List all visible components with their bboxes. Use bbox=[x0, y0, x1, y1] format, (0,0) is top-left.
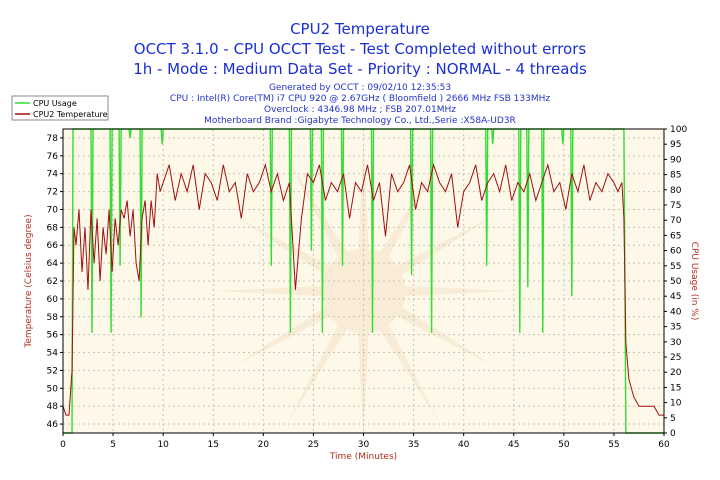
y2-tick-label: 80 bbox=[670, 186, 682, 196]
x-tick-label: 60 bbox=[658, 440, 670, 450]
y-tick-label: 68 bbox=[47, 223, 59, 233]
y2-tick-label: 25 bbox=[670, 353, 681, 363]
y2-tick-label: 95 bbox=[670, 140, 681, 150]
y-tick-label: 60 bbox=[47, 295, 59, 305]
x-axis-label: Time (Minutes) bbox=[329, 452, 397, 462]
x-tick-label: 0 bbox=[60, 440, 66, 450]
x-tick-label: 55 bbox=[608, 440, 619, 450]
watermark-ray bbox=[288, 322, 349, 421]
motherboard-info: Motherboard Brand :Gigabyte Technology C… bbox=[204, 116, 516, 126]
y2-tick-label: 85 bbox=[670, 171, 681, 181]
legend-box bbox=[11, 95, 109, 121]
y2-tick-label: 40 bbox=[670, 307, 682, 317]
y-tick-label: 50 bbox=[47, 384, 59, 394]
x-tick-label: 50 bbox=[558, 440, 570, 450]
y-tick-label: 78 bbox=[47, 134, 59, 144]
cpu-info: CPU : Intel(R) Core(TM) i7 CPU 920 @ 2.6… bbox=[169, 94, 551, 104]
y2-tick-label: 60 bbox=[670, 247, 682, 257]
test-status-line: OCCT 3.1.0 - CPU OCCT Test - Test Comple… bbox=[133, 40, 587, 58]
y2-tick-label: 90 bbox=[670, 155, 682, 165]
y2-tick-label: 5 bbox=[670, 414, 676, 424]
test-mode-line: 1h - Mode : Medium Data Set - Priority :… bbox=[133, 60, 587, 78]
x-tick-label: 35 bbox=[408, 440, 419, 450]
watermark-ray bbox=[395, 306, 494, 366]
x-tick-label: 20 bbox=[258, 440, 270, 450]
y2-tick-label: 100 bbox=[670, 125, 687, 135]
y-tick-label: 74 bbox=[47, 170, 59, 180]
y-tick-label: 66 bbox=[47, 241, 59, 251]
x-tick-label: 40 bbox=[458, 440, 470, 450]
x-tick-label: 45 bbox=[508, 440, 519, 450]
y-tick-label: 64 bbox=[47, 259, 59, 269]
y-tick-label: 72 bbox=[47, 188, 58, 198]
legend: CPU Usage CPU2 Temperature bbox=[11, 95, 109, 121]
watermark-ray bbox=[395, 216, 494, 276]
y-tick-label: 62 bbox=[47, 277, 58, 287]
y2-tick-label: 20 bbox=[670, 368, 682, 378]
y-tick-label: 70 bbox=[47, 205, 59, 215]
y-tick-label: 56 bbox=[47, 331, 59, 341]
y-tick-label: 48 bbox=[47, 402, 59, 412]
y2-tick-label: 30 bbox=[670, 338, 682, 348]
x-tick-label: 15 bbox=[208, 440, 219, 450]
y2-tick-label: 65 bbox=[670, 231, 681, 241]
generated-info: Generated by OCCT : 09/02/10 12:35:53 bbox=[268, 83, 452, 93]
y2-tick-label: 45 bbox=[670, 292, 681, 302]
y-tick-label: 58 bbox=[47, 313, 59, 323]
cpu2-temperature-line bbox=[62, 162, 664, 416]
y2-tick-label: 0 bbox=[670, 429, 676, 439]
x-tick-label: 10 bbox=[157, 440, 169, 450]
y2-tick-label: 15 bbox=[670, 383, 681, 393]
watermark-ray bbox=[233, 216, 332, 276]
x-tick-label: 25 bbox=[308, 440, 319, 450]
y-tick-label: 46 bbox=[47, 420, 59, 430]
legend-label: CPU Usage bbox=[33, 99, 77, 108]
x-tick-label: 5 bbox=[110, 440, 116, 450]
chart-title: CPU2 Temperature bbox=[290, 20, 430, 38]
watermark-ray bbox=[213, 285, 324, 297]
grid bbox=[62, 129, 665, 433]
y-tick-label: 54 bbox=[47, 349, 59, 359]
y2-tick-label: 10 bbox=[670, 399, 682, 409]
y2-tick-label: 55 bbox=[670, 262, 681, 272]
y2-tick-label: 35 bbox=[670, 323, 681, 333]
x-tick-label: 30 bbox=[358, 440, 370, 450]
y2-tick-label: 50 bbox=[670, 277, 682, 287]
watermark-ray bbox=[358, 141, 369, 252]
y2-tick-label: 70 bbox=[670, 216, 682, 226]
watermark-ray bbox=[288, 161, 349, 260]
y-axis-label: Temperature (Celsius degree) bbox=[24, 214, 34, 348]
watermark-ray bbox=[233, 306, 332, 366]
overclock-info: Overclock : 4346.98 MHz ; FSB 207.01MHz bbox=[264, 105, 456, 115]
legend-label: CPU2 Temperature bbox=[33, 110, 108, 119]
y-tick-label: 76 bbox=[47, 152, 59, 162]
y-tick-label: 52 bbox=[47, 366, 58, 376]
watermark-ray bbox=[378, 322, 439, 421]
y2-axis-label: CPU Usage (in %) bbox=[689, 242, 699, 321]
y2-tick-label: 75 bbox=[670, 201, 681, 211]
